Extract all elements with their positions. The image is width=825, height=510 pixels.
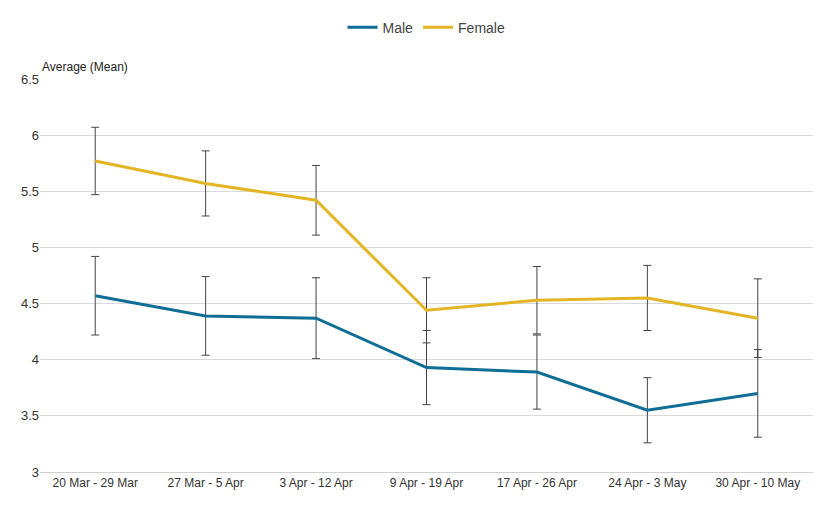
svg-text:3: 3 [32,465,39,480]
svg-text:4.5: 4.5 [21,296,39,311]
svg-text:3.5: 3.5 [21,408,39,423]
svg-text:30 Apr - 10 May: 30 Apr - 10 May [715,476,800,490]
svg-text:3 Apr - 12 Apr: 3 Apr - 12 Apr [279,476,352,490]
svg-text:Male: Male [383,20,414,36]
svg-text:Female: Female [458,20,505,36]
svg-text:24 Apr - 3 May: 24 Apr - 3 May [608,476,686,490]
svg-text:9 Apr - 19 Apr: 9 Apr - 19 Apr [390,476,463,490]
svg-text:Average (Mean): Average (Mean) [42,60,128,74]
svg-text:5: 5 [32,240,39,255]
svg-text:27 Mar - 5 Apr: 27 Mar - 5 Apr [168,476,244,490]
svg-text:5.5: 5.5 [21,184,39,199]
svg-text:6: 6 [32,128,39,143]
svg-text:20 Mar - 29 Mar: 20 Mar - 29 Mar [53,476,138,490]
svg-text:17 Apr - 26 Apr: 17 Apr - 26 Apr [497,476,577,490]
svg-text:6.5: 6.5 [21,72,39,87]
svg-text:4: 4 [32,352,39,367]
